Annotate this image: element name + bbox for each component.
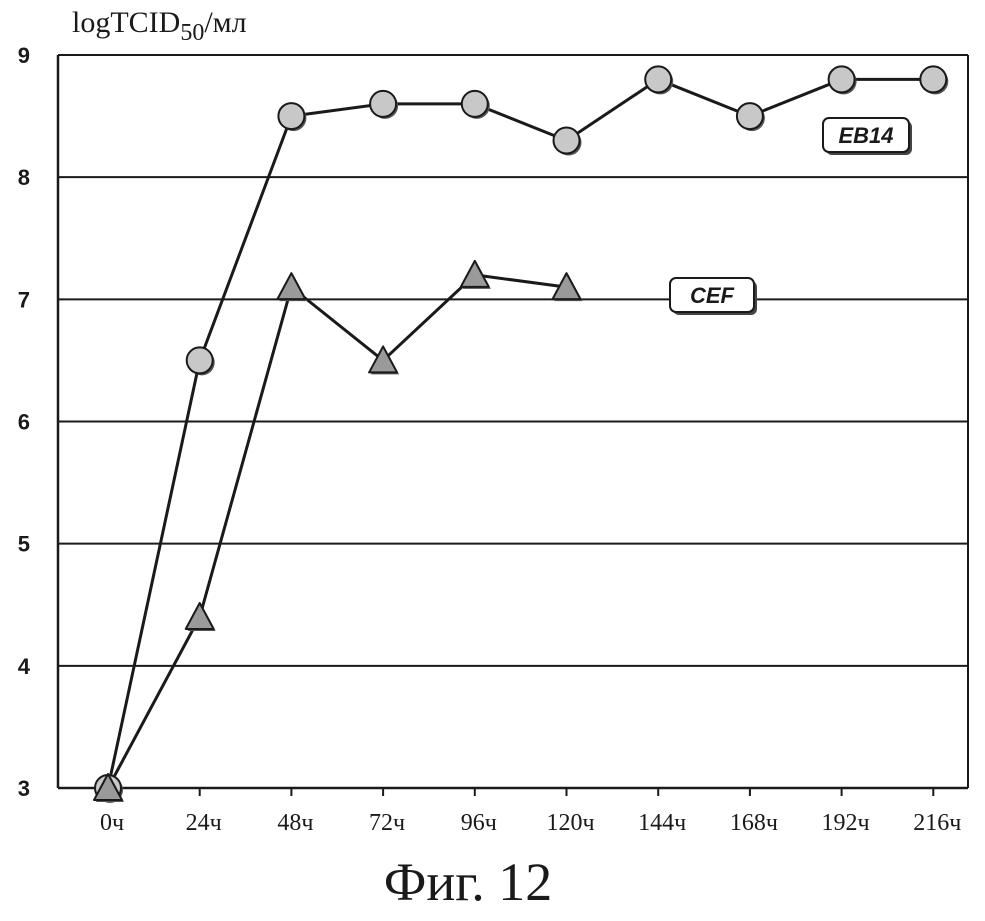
x-tick-label: 72ч <box>369 810 405 836</box>
y-axis-title: logTCID50/мл <box>72 6 247 46</box>
y-tick-label: 5 <box>18 532 30 557</box>
data-point-cef <box>461 261 489 287</box>
x-tick-label: 192ч <box>822 810 870 836</box>
x-tick-label: 48ч <box>277 810 313 836</box>
x-tick-label: 96ч <box>461 810 497 836</box>
data-point-cef <box>277 273 305 299</box>
y-tick-label: 3 <box>18 776 30 801</box>
x-tick-label: 24ч <box>186 810 222 836</box>
legend: EB14 CEF <box>670 118 912 315</box>
y-axis-title-unit: /мл <box>204 6 246 39</box>
data-point-eb14 <box>645 66 671 92</box>
data-point-eb14 <box>370 91 396 117</box>
data-point-eb14 <box>462 91 488 117</box>
x-tick-label: 144ч <box>638 810 686 836</box>
y-axis-title-main: logTCID <box>72 6 180 39</box>
x-tick-label: 216ч <box>913 810 961 836</box>
axes <box>58 55 968 796</box>
legend-label-cef: CEF <box>690 283 735 308</box>
y-tick-label: 8 <box>18 165 30 190</box>
series-line-cef <box>108 275 567 788</box>
x-tick-label: 0ч <box>100 810 124 836</box>
data-point-eb14 <box>278 103 304 129</box>
text-labels: 3 4 5 6 7 8 9 0ч 24ч 48ч 72ч 96ч 120ч 144ч 168ч 192ч 216… <box>18 6 962 912</box>
figure-caption: Фиг. 12 <box>384 852 553 912</box>
data-point-eb14 <box>737 103 763 129</box>
data-point-eb14 <box>187 347 213 373</box>
x-tick-label: 168ч <box>730 810 778 836</box>
y-tick-label: 9 <box>18 43 30 68</box>
y-tick-label: 6 <box>18 410 30 435</box>
series <box>108 79 933 788</box>
y-tick-label: 4 <box>18 654 31 679</box>
data-point-eb14 <box>920 66 946 92</box>
y-tick-label: 7 <box>18 287 30 312</box>
y-axis-title-subscript: 50 <box>180 20 204 46</box>
x-tick-label: 120ч <box>546 810 594 836</box>
data-point-eb14 <box>554 128 580 154</box>
legend-label-eb14: EB14 <box>838 123 893 148</box>
series-line-eb14 <box>108 79 933 788</box>
data-point-cef <box>186 603 214 629</box>
data-point-eb14 <box>829 66 855 92</box>
grid <box>58 55 968 788</box>
